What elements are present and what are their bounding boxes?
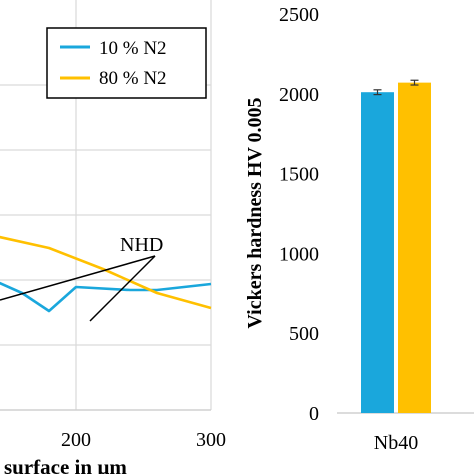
bar-chart-y-tick-labels: 0 500 1000 1500 2000 2500 bbox=[279, 4, 319, 425]
line-chart-series bbox=[0, 235, 212, 313]
y-tick-label: 500 bbox=[289, 323, 319, 345]
annotation-nhd: NHD bbox=[0, 234, 163, 322]
y-tick-label: 1500 bbox=[279, 164, 319, 186]
bar-chart-bars bbox=[361, 79, 431, 414]
y-tick-label: 2000 bbox=[279, 84, 319, 106]
x-tick-label: 200 bbox=[61, 429, 91, 451]
legend-box bbox=[46, 27, 207, 99]
legend-entry: 80 % N2 bbox=[99, 68, 167, 89]
legend-entry: 10 % N2 bbox=[99, 38, 167, 59]
y-tick-label: 1000 bbox=[279, 243, 319, 265]
y-tick-label: 2500 bbox=[279, 4, 319, 26]
annotation-pointer-line bbox=[89, 255, 156, 322]
line-chart: 200 300 surface in µm NHD 10 % N2 80 % N2 bbox=[0, 0, 226, 474]
bar-nb40-80pct-n2 bbox=[398, 82, 431, 414]
y-tick-label: 0 bbox=[309, 403, 319, 425]
category-label: Nb40 bbox=[374, 432, 418, 454]
bar-nb40-10pct-n2 bbox=[361, 92, 394, 413]
bar-chart-category-labels: Nb40 bbox=[374, 432, 418, 454]
series-line-10pct-n2 bbox=[0, 281, 212, 313]
x-axis-label: surface in µm bbox=[4, 455, 127, 474]
line-chart-x-tick-labels: 200 300 bbox=[61, 429, 226, 451]
x-tick-label: 300 bbox=[196, 429, 226, 451]
y-axis-label: Vickers hardness HV 0.005 bbox=[244, 97, 266, 328]
line-chart-gridlines bbox=[0, 0, 212, 411]
annotation-label: NHD bbox=[120, 234, 163, 256]
legend: 10 % N2 80 % N2 bbox=[46, 27, 207, 99]
bar-chart: Vickers hardness HV 0.005 0 500 1000 1500 20… bbox=[244, 4, 474, 454]
annotation-pointer-line bbox=[0, 255, 156, 301]
